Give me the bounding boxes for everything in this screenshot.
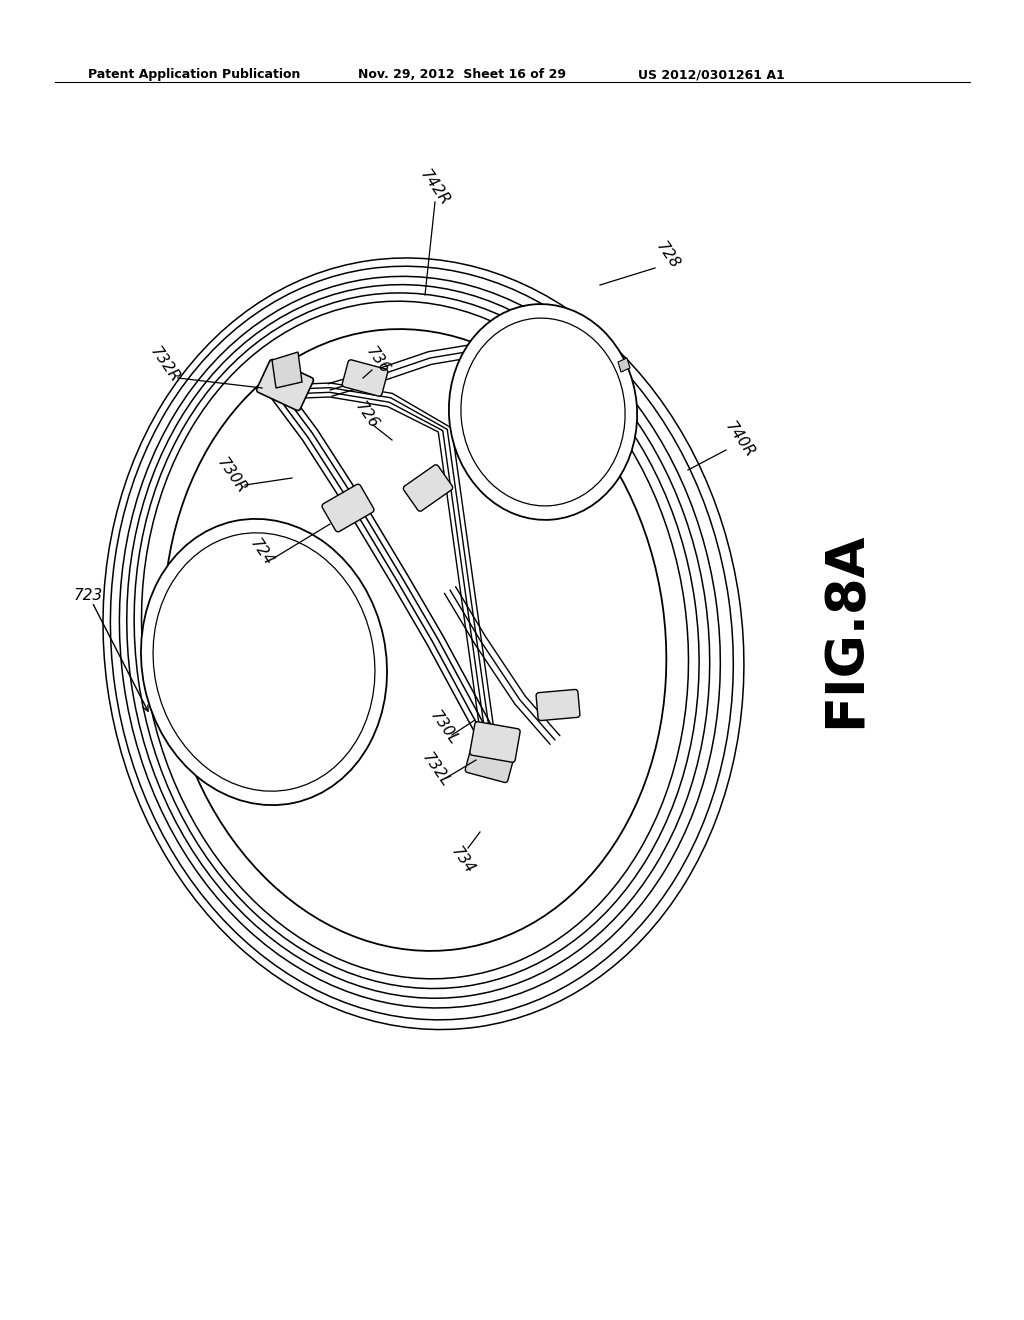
Ellipse shape [141, 519, 387, 805]
Text: 734: 734 [449, 843, 477, 876]
Text: 740R: 740R [722, 420, 758, 461]
Text: 742R: 742R [418, 168, 453, 209]
FancyBboxPatch shape [322, 484, 374, 532]
Text: US 2012/0301261 A1: US 2012/0301261 A1 [638, 69, 784, 81]
Text: 723: 723 [74, 587, 102, 602]
Polygon shape [618, 358, 630, 372]
Ellipse shape [449, 304, 637, 520]
Text: 724: 724 [248, 536, 276, 569]
FancyBboxPatch shape [470, 722, 520, 762]
Text: 732R: 732R [147, 345, 182, 385]
Polygon shape [272, 352, 302, 388]
FancyBboxPatch shape [256, 359, 313, 411]
FancyBboxPatch shape [342, 360, 388, 396]
Text: 730R: 730R [214, 455, 250, 496]
FancyBboxPatch shape [537, 689, 580, 721]
Text: 726: 726 [352, 399, 382, 432]
Text: Nov. 29, 2012  Sheet 16 of 29: Nov. 29, 2012 Sheet 16 of 29 [358, 69, 566, 81]
Text: Patent Application Publication: Patent Application Publication [88, 69, 300, 81]
Text: 732L: 732L [419, 750, 453, 789]
Text: 736: 736 [364, 343, 392, 376]
FancyBboxPatch shape [403, 465, 453, 511]
Text: FIG.8A: FIG.8A [819, 532, 871, 729]
FancyBboxPatch shape [465, 742, 515, 783]
Text: 730L: 730L [427, 709, 461, 747]
Ellipse shape [97, 247, 733, 1032]
Text: 728: 728 [653, 239, 683, 272]
